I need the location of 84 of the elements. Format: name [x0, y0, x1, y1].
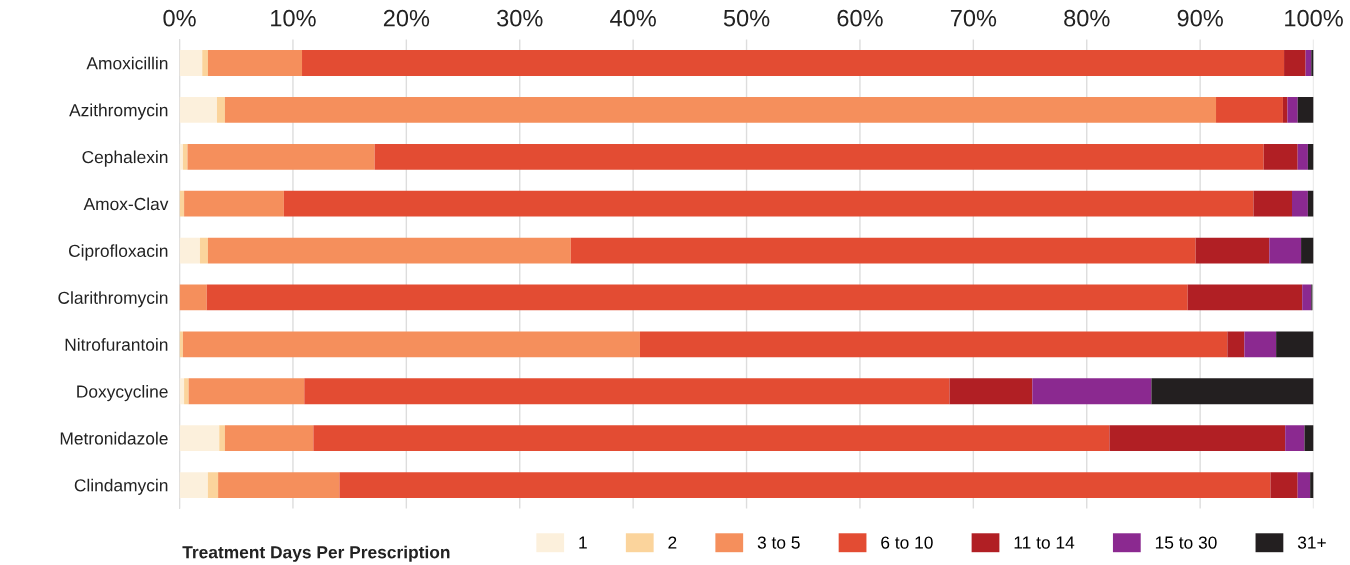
y-tick-label: Doxycycline [77, 384, 168, 402]
bar [1302, 284, 1312, 311]
bar [188, 378, 305, 405]
bar [184, 190, 284, 217]
x-tick-label: 100% [1285, 9, 1343, 27]
bar [570, 237, 1196, 264]
bar [1216, 97, 1283, 123]
bar [949, 378, 1033, 405]
bar [313, 425, 1110, 452]
x-tick-label: 20% [383, 9, 430, 27]
x-tick-label: 50% [723, 9, 770, 27]
legend-label: 15 to 30 [1155, 536, 1217, 549]
bar [1285, 425, 1305, 452]
bar [1253, 190, 1292, 217]
y-tick-label: Cephalexin [82, 150, 168, 167]
y-tick-label: Amoxicillin [86, 56, 168, 70]
bar [283, 190, 1254, 217]
bar [207, 472, 219, 498]
bar [1187, 284, 1303, 311]
bar [1287, 97, 1298, 123]
x-tick-label: 70% [950, 9, 997, 27]
y-tick-label: Clarithromycin [58, 291, 168, 308]
bar [207, 237, 571, 264]
bar [219, 425, 225, 452]
bar [1263, 143, 1298, 170]
bar [302, 50, 1285, 76]
bar [1297, 472, 1311, 498]
bar [1284, 50, 1306, 76]
bar [1292, 190, 1308, 217]
x-tick-label: 10% [271, 9, 316, 27]
bar [184, 378, 189, 405]
x-tick-label: 60% [837, 9, 883, 27]
bar [1276, 331, 1314, 358]
bar [1032, 378, 1152, 405]
bar [216, 97, 225, 123]
bar [1151, 378, 1314, 405]
legend-label: 1 [579, 536, 587, 549]
bar [1301, 237, 1314, 264]
bar [224, 97, 1217, 123]
y-tick-label: Clindamycin [74, 478, 168, 495]
bar [179, 237, 200, 264]
bar [1270, 472, 1298, 498]
x-tick-label: 30% [497, 9, 543, 27]
bar [202, 50, 208, 76]
bar [1195, 237, 1270, 264]
bar [1269, 237, 1302, 264]
bar [374, 143, 1264, 170]
bar [1311, 50, 1314, 76]
bar [179, 284, 207, 311]
bar [1304, 425, 1314, 452]
bar [207, 50, 303, 76]
y-tick-label: Amox-Clav [83, 197, 169, 211]
bar [179, 50, 203, 76]
bar [1297, 97, 1314, 123]
bar [1109, 425, 1286, 452]
bar [1227, 331, 1245, 358]
bar [218, 472, 340, 498]
bar [304, 378, 950, 405]
y-tick-label: Nitrofurantoin [65, 338, 168, 351]
bar [199, 237, 208, 264]
bar [179, 472, 208, 498]
bar [224, 425, 314, 452]
y-tick-label: Ciprofloxacin [68, 244, 168, 261]
bar [179, 425, 220, 452]
bar [206, 284, 1188, 311]
bar [187, 143, 375, 170]
bar [1244, 331, 1277, 358]
x-tick-label: 90% [1177, 9, 1223, 27]
x-tick-label: 0% [163, 9, 196, 27]
bar [1297, 143, 1308, 170]
legend-label: 6 to 10 [881, 536, 933, 549]
bar [182, 331, 640, 358]
legend-label: 31+ [1297, 536, 1326, 549]
bar [639, 331, 1228, 358]
x-tick-label: 40% [610, 9, 656, 27]
bar [179, 97, 217, 123]
legend-label: 2 [668, 536, 677, 549]
legend-title: Treatment Days Per Prescription [182, 545, 450, 562]
legend-label: 3 to 5 [757, 536, 800, 549]
legend-label: 11 to 14 [1014, 536, 1075, 549]
y-tick-label: Azithromycin [69, 103, 168, 120]
y-tick-label: Metronidazole [60, 431, 168, 445]
bar [339, 472, 1271, 498]
x-tick-label: 80% [1064, 9, 1110, 27]
